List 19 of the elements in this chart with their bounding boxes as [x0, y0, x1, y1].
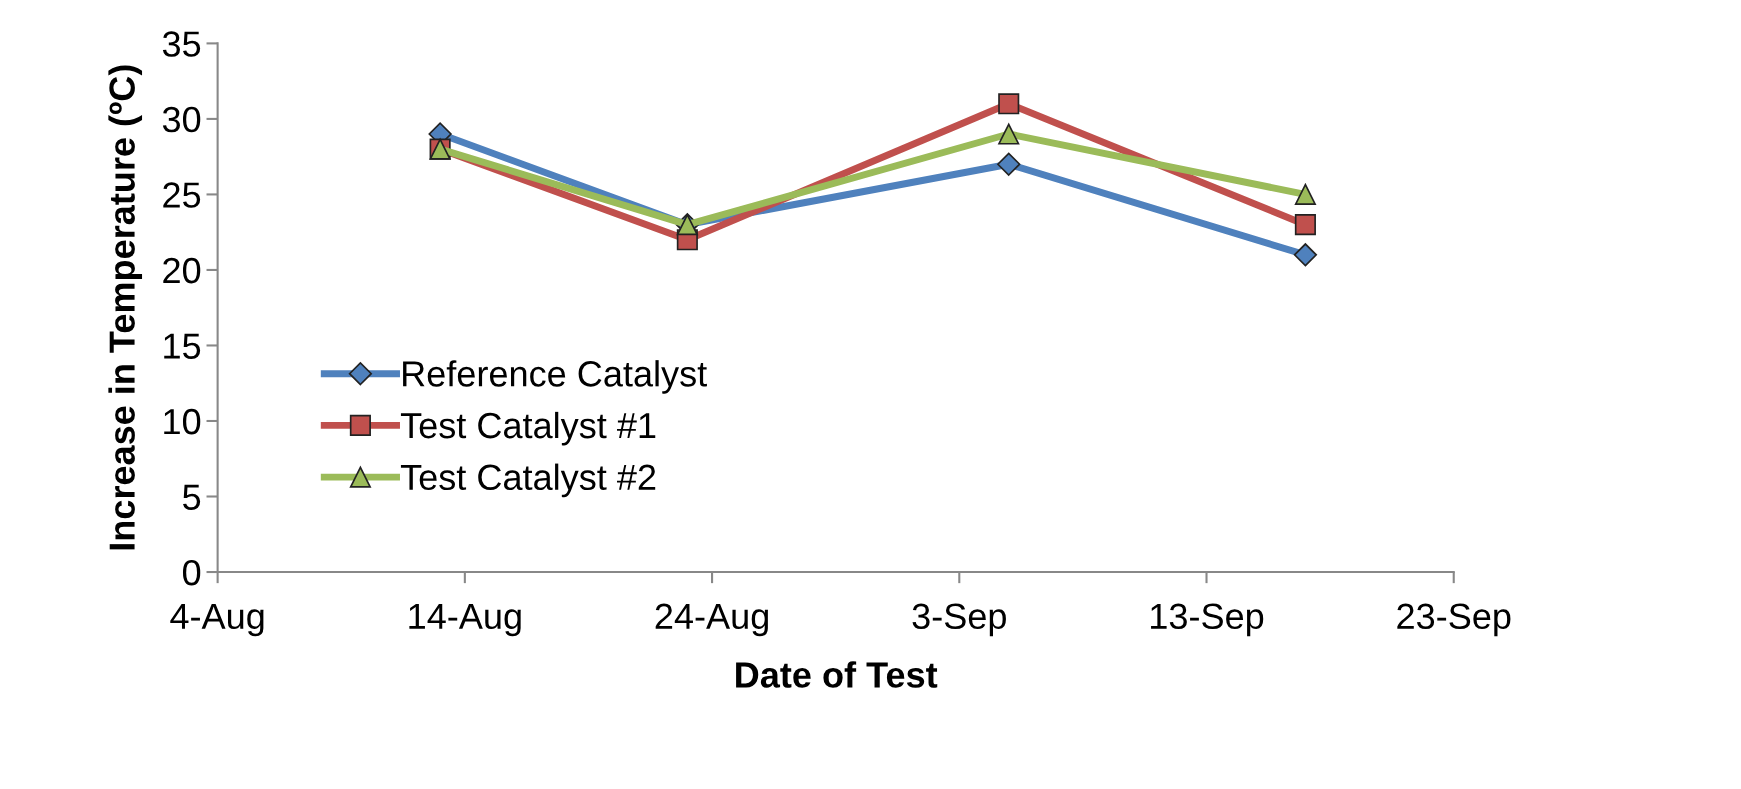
x-axis-title: Date of Test	[736, 661, 938, 688]
y-tick-label: 15	[164, 333, 201, 359]
y-tick-label: 10	[164, 408, 201, 435]
x-tick-label: 13-Sep	[1151, 603, 1264, 637]
x-tick-label: 3-Sep	[912, 603, 1006, 637]
y-tick-label: 25	[163, 182, 201, 208]
legend-label: Test Catalyst #2	[400, 463, 656, 498]
legend-label: Reference Catalyst	[403, 360, 707, 394]
y-tick-label: 20	[163, 257, 201, 284]
y-tick-label: 0	[182, 559, 201, 586]
x-tick-label: 14-Aug	[409, 603, 521, 637]
legend-label: Test Catalyst #1	[400, 411, 656, 446]
x-tick-label: 24-Aug	[655, 603, 768, 637]
y-tick-label: 5	[183, 484, 201, 510]
y-axis-title: Increase in Temperature (ºC)	[108, 65, 143, 550]
x-tick-label: 23-Sep	[1397, 603, 1511, 637]
y-tick-label: 35	[162, 31, 201, 57]
x-tick-label: 4-Aug	[170, 603, 264, 637]
y-tick-label: 30	[162, 106, 201, 133]
